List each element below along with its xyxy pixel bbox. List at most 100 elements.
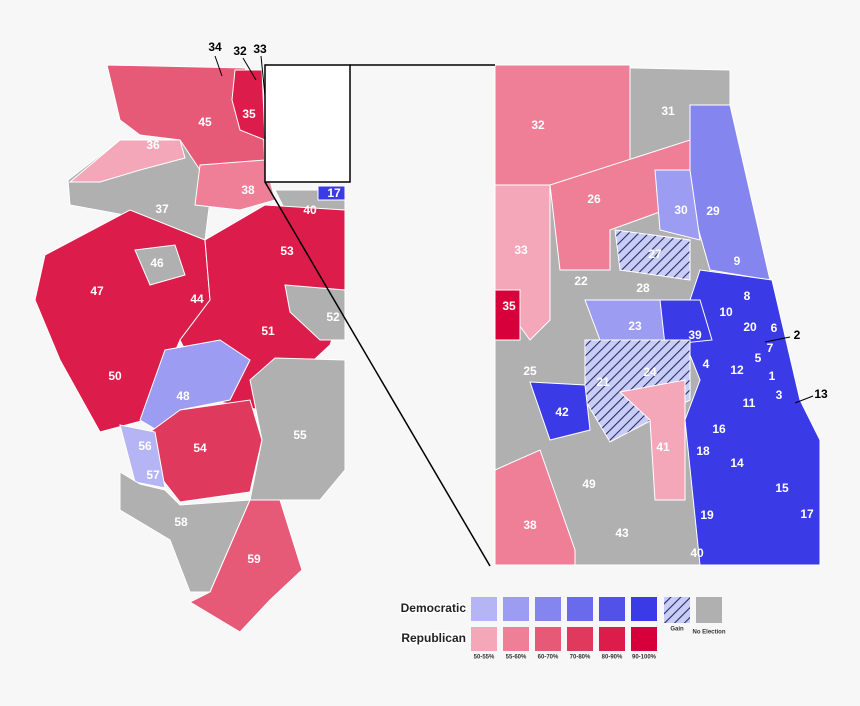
district-label: 29 — [706, 204, 720, 218]
district-label: 21 — [596, 375, 610, 389]
district-label: 2 — [794, 328, 801, 342]
district-label: 23 — [628, 319, 642, 333]
district-label: 45 — [198, 115, 212, 129]
district-label: 51 — [261, 324, 275, 338]
district-label: 33 — [514, 243, 528, 257]
district-label: 38 — [241, 183, 255, 197]
district-label: 25 — [523, 364, 537, 378]
legend-gain: Gain — [670, 627, 684, 633]
legend-range: 50-55% — [474, 655, 495, 661]
legend-no-election: No Election — [692, 630, 725, 636]
legend-swatch — [567, 597, 593, 621]
district-label: 35 — [242, 107, 256, 121]
district-label: 57 — [146, 468, 160, 482]
legend-range: 60-70% — [538, 655, 559, 661]
district-label: 38 — [523, 518, 537, 532]
district-label: 33 — [253, 42, 267, 56]
legend-swatch — [535, 597, 561, 621]
district-label: 53 — [280, 244, 294, 258]
district-label: 32 — [531, 118, 545, 132]
district-label: 49 — [582, 477, 596, 491]
district-label: 28 — [636, 281, 650, 295]
district-label: 13 — [814, 387, 828, 401]
district-region — [494, 449, 576, 566]
district-label: 58 — [174, 515, 188, 529]
district-label: 3 — [776, 388, 783, 402]
district-label: 54 — [193, 441, 207, 455]
legend-democratic: Democratic — [401, 601, 467, 615]
district-label: 35 — [502, 299, 516, 313]
legend-range: 80-90% — [602, 655, 623, 661]
district-label: 30 — [674, 203, 688, 217]
district-label: 52 — [326, 310, 340, 324]
callout-line — [764, 336, 791, 343]
district-label: 59 — [247, 552, 261, 566]
callout-line — [260, 55, 266, 97]
district-label: 42 — [555, 405, 569, 419]
district-label: 17 — [327, 186, 341, 200]
district-label: 20 — [743, 320, 757, 334]
district-label: 7 — [767, 341, 774, 355]
district-label: 24 — [643, 365, 657, 379]
district-label: 19 — [700, 508, 714, 522]
legend-no-election-swatch — [696, 597, 722, 623]
legend-swatch — [599, 597, 625, 621]
district-label: 4 — [703, 357, 710, 371]
district-region — [119, 424, 166, 489]
district-label: 31 — [661, 104, 675, 118]
legend-swatch — [535, 627, 561, 651]
district-region — [188, 499, 303, 633]
district-label: 27 — [648, 247, 662, 261]
district-label: 22 — [574, 274, 588, 288]
district-region — [194, 159, 276, 211]
legend-swatch — [567, 627, 593, 651]
inset-box — [264, 64, 351, 183]
legend-republican: Republican — [401, 631, 466, 645]
callout-line — [214, 55, 223, 77]
legend-swatch — [599, 627, 625, 651]
district-label: 36 — [146, 138, 160, 152]
legend-range: 90-100% — [632, 655, 657, 661]
legend-swatch — [471, 597, 497, 621]
district-label: 55 — [293, 428, 307, 442]
district-region — [249, 357, 346, 501]
district-label: 40 — [303, 203, 317, 217]
district-label: 46 — [150, 256, 164, 270]
district-label: 5 — [755, 351, 762, 365]
legend-range: 55-60% — [506, 655, 527, 661]
district-label: 37 — [155, 202, 169, 216]
legend-swatch — [503, 597, 529, 621]
district-label: 11 — [743, 396, 756, 410]
district-region — [614, 229, 691, 281]
district-region — [231, 69, 266, 141]
district-label: 48 — [176, 389, 190, 403]
district-label: 56 — [138, 439, 152, 453]
legend-swatch — [631, 597, 657, 621]
district-label: 15 — [775, 481, 789, 495]
district-label: 43 — [615, 526, 629, 540]
district-label: 12 — [730, 363, 744, 377]
district-region — [317, 185, 346, 201]
legend-swatch — [503, 627, 529, 651]
district-region — [284, 284, 346, 341]
district-region — [494, 289, 521, 341]
district-label: 10 — [719, 305, 733, 319]
district-label: 1 — [769, 369, 776, 383]
legend-range: 70-80% — [570, 655, 591, 661]
legend-gain-swatch — [664, 597, 690, 623]
district-label: 17 — [800, 507, 814, 521]
district-label: 50 — [108, 369, 122, 383]
district-label: 40 — [690, 546, 704, 560]
legend-swatch — [471, 627, 497, 651]
district-label: 39 — [688, 328, 702, 342]
district-label: 6 — [771, 321, 778, 335]
district-label: 34 — [208, 40, 222, 54]
district-region — [134, 244, 186, 286]
district-label: 14 — [730, 456, 744, 470]
district-region — [654, 169, 701, 241]
district-label: 44 — [190, 292, 204, 306]
legend-swatch — [631, 627, 657, 651]
callout-line — [242, 57, 257, 81]
district-region — [68, 139, 186, 183]
